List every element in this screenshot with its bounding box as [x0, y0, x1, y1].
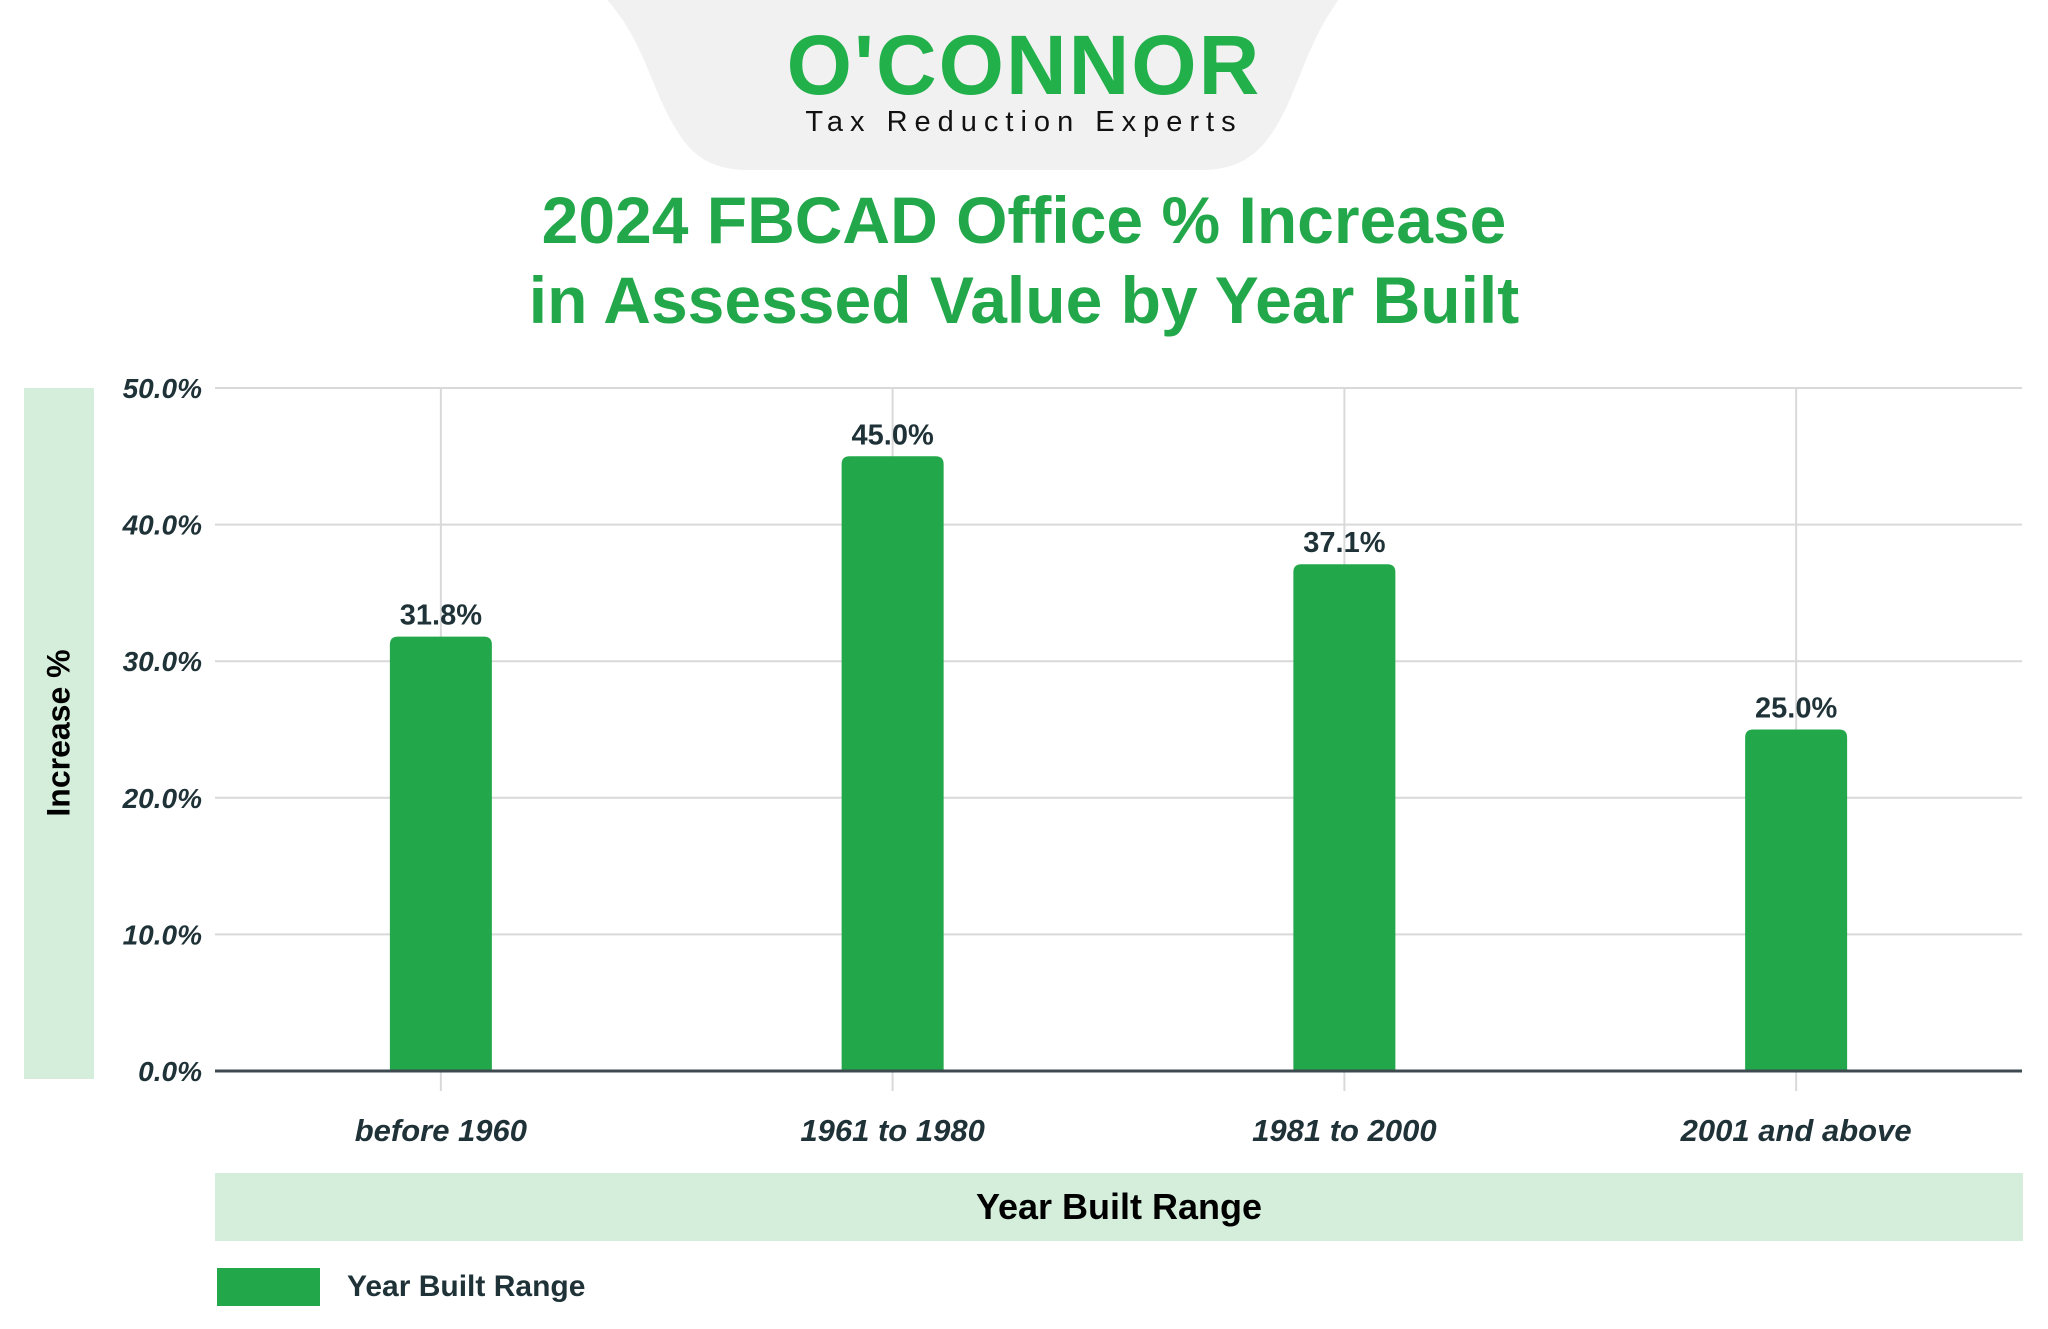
data-label: 31.8% [400, 600, 482, 632]
chart-title: 2024 FBCAD Office % Increase in Assessed… [0, 180, 2048, 340]
y-tick-label: 20.0% [122, 783, 202, 814]
y-tick-label: 50.0% [123, 373, 202, 404]
bar [389, 636, 492, 1071]
y-axis-label-band [24, 388, 94, 1079]
x-tick-label: 2001 and above [1680, 1113, 1912, 1148]
logo-wordmark: O'CONNOR [786, 18, 1262, 112]
logo-background [607, 0, 1339, 170]
bar [1745, 729, 1848, 1071]
chart-title-line-2: in Assessed Value by Year Built [528, 263, 1520, 337]
bar [841, 456, 944, 1071]
y-tick-label: 10.0% [123, 919, 202, 950]
bar [1293, 564, 1396, 1071]
data-label: 45.0% [852, 419, 934, 451]
data-label: 37.1% [1303, 527, 1385, 559]
x-tick-label: 1981 to 2000 [1252, 1113, 1436, 1148]
x-axis-label: Year Built Range [975, 1186, 1263, 1227]
x-tick-label: 1961 to 1980 [800, 1113, 984, 1148]
y-tick-label: 40.0% [122, 510, 202, 541]
data-label: 25.0% [1755, 693, 1837, 725]
chart-title-line-1: 2024 FBCAD Office % Increase [541, 183, 1507, 257]
y-tick-label: 0.0% [138, 1056, 202, 1087]
legend-label: Year Built Range [347, 1270, 586, 1303]
y-tick-label: 30.0% [123, 646, 202, 677]
x-axis-label-band: Year Built Range [215, 1173, 2023, 1241]
x-tick-label: before 1960 [355, 1113, 527, 1148]
legend-swatch [217, 1268, 320, 1306]
logo-tagline: Tax Reduction Experts [805, 106, 1243, 138]
legend: Year Built Range [217, 1268, 585, 1306]
